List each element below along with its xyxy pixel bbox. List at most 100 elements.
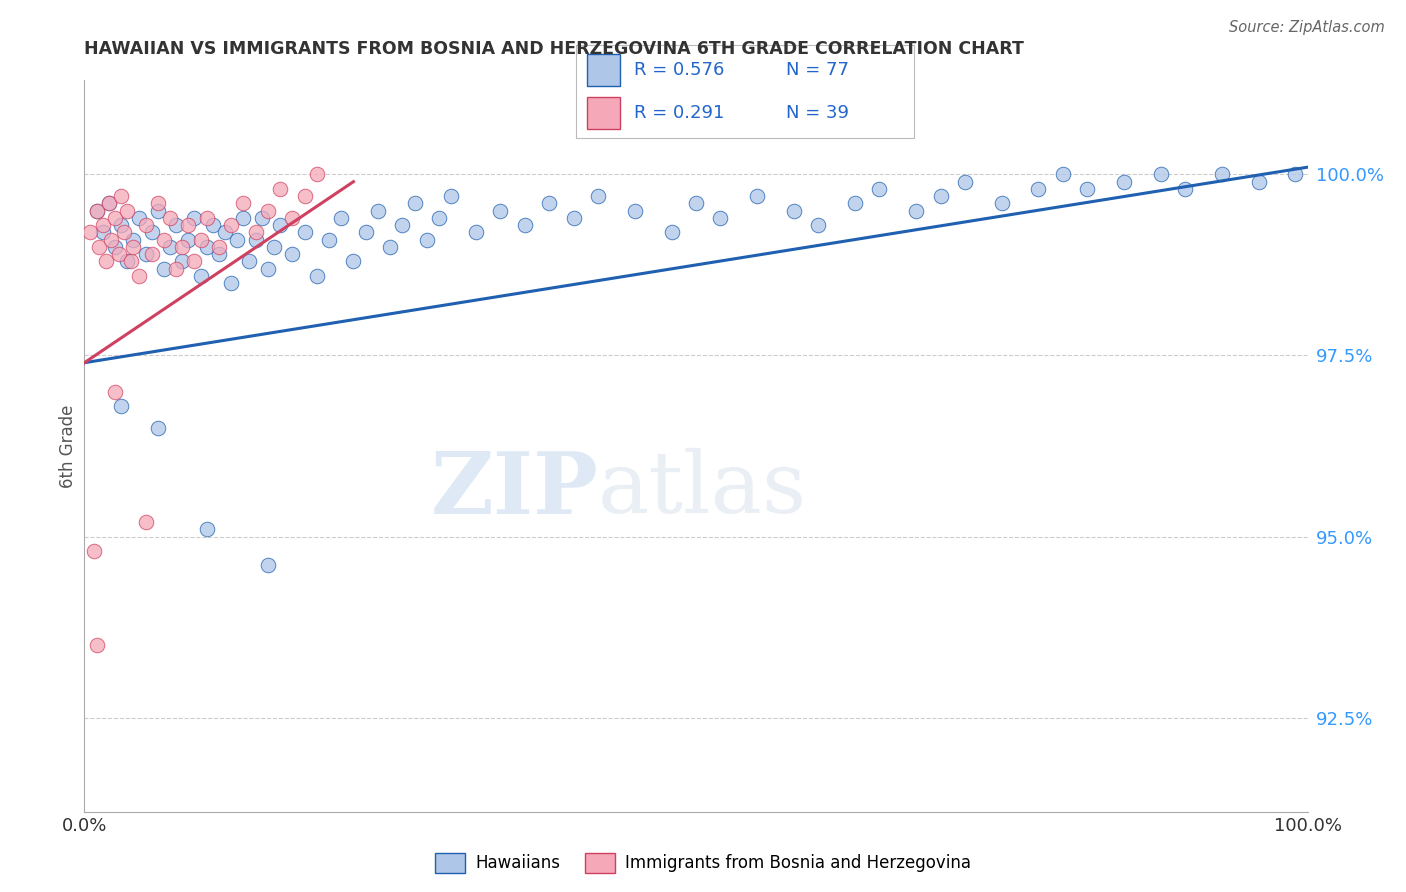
Point [294,225,316,239]
Point [128,211,150,225]
Point [100,233,122,247]
Text: R = 0.291: R = 0.291 [634,104,724,122]
Point [183,211,205,225]
Point [232,211,254,225]
Text: ZIP: ZIP [430,448,598,532]
Point [380,240,402,254]
Point [219,218,242,232]
Legend: Hawaiians, Immigrants from Bosnia and Herzegovina: Hawaiians, Immigrants from Bosnia and He… [429,847,977,880]
Point [146,421,169,435]
Point [208,247,231,261]
Point [257,203,280,218]
Point [183,254,205,268]
Point [153,233,176,247]
Point [1052,168,1074,182]
Point [159,240,181,254]
Point [416,233,439,247]
Point [110,218,132,232]
Point [257,261,280,276]
Point [112,225,135,239]
Point [190,268,212,283]
Point [159,211,181,225]
Point [807,218,830,232]
Point [844,196,866,211]
Point [86,203,108,218]
Text: N = 39: N = 39 [786,104,849,122]
FancyBboxPatch shape [586,54,620,86]
Point [250,211,273,225]
Point [195,211,218,225]
Point [97,196,120,211]
Point [586,189,609,203]
Point [991,196,1014,211]
Point [281,247,304,261]
Point [172,240,194,254]
Point [869,182,891,196]
Point [354,225,377,239]
Point [263,240,285,254]
Point [172,254,194,268]
Point [96,254,118,268]
Point [342,254,364,268]
Point [489,203,512,218]
Point [305,168,328,182]
Point [128,268,150,283]
Point [141,225,163,239]
Point [294,189,316,203]
Point [122,240,145,254]
Text: atlas: atlas [598,449,807,532]
Point [624,203,647,218]
Point [110,399,132,413]
Point [141,247,163,261]
Point [115,203,138,218]
Point [538,196,561,211]
Point [104,211,127,225]
Point [1150,168,1173,182]
Point [367,203,389,218]
Point [257,558,280,573]
Point [201,218,224,232]
Point [1284,168,1306,182]
Point [232,196,254,211]
Text: HAWAIIAN VS IMMIGRANTS FROM BOSNIA AND HERZEGOVINA 6TH GRADE CORRELATION CHART: HAWAIIAN VS IMMIGRANTS FROM BOSNIA AND H… [84,40,1024,58]
Point [115,254,138,268]
Point [177,218,200,232]
Point [110,189,132,203]
Point [1174,182,1197,196]
Point [513,218,536,232]
Point [153,261,176,276]
Point [269,218,291,232]
Point [747,189,769,203]
Point [783,203,806,218]
Point [1211,168,1233,182]
Point [391,218,413,232]
Point [685,196,707,211]
Point [97,196,120,211]
Point [1114,175,1136,189]
Point [91,225,114,239]
Point [165,218,187,232]
Point [281,211,304,225]
Point [562,211,585,225]
Point [91,218,114,232]
Point [238,254,260,268]
Point [79,225,101,239]
Point [464,225,486,239]
Point [905,203,928,218]
Point [245,233,267,247]
Point [120,254,142,268]
Text: R = 0.576: R = 0.576 [634,61,724,78]
Point [214,225,236,239]
Point [86,638,108,652]
Point [208,240,231,254]
Point [122,233,145,247]
Text: N = 77: N = 77 [786,61,849,78]
Point [330,211,353,225]
Point [661,225,683,239]
Point [305,268,328,283]
Point [177,233,200,247]
Point [195,240,218,254]
Point [269,182,291,196]
Point [440,189,463,203]
Point [146,203,169,218]
